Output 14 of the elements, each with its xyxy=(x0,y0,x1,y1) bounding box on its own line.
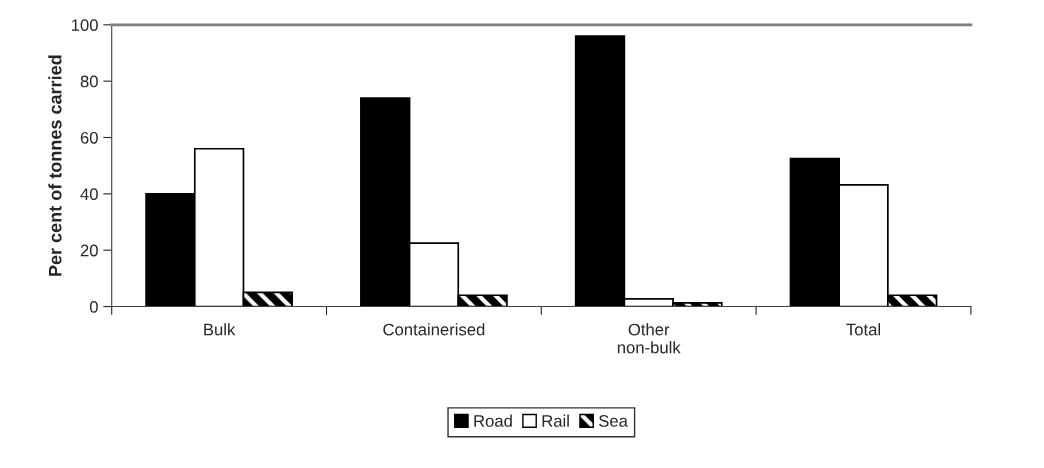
y-tick-label: 60 xyxy=(80,131,98,144)
x-tick-label: Other non-bulk xyxy=(617,323,681,354)
x-tick-label: Total xyxy=(846,323,880,336)
y-tick-label: 40 xyxy=(80,188,98,201)
y-tick-label: 80 xyxy=(80,75,98,88)
y-tick-label: 100 xyxy=(71,19,98,32)
legend-label: Road xyxy=(474,414,512,427)
y-tick-label: 20 xyxy=(80,244,98,257)
y-axis-title: Per cent of tonnes carried xyxy=(48,55,62,276)
legend-label: Rail xyxy=(542,414,569,427)
legend-label: Sea xyxy=(599,415,628,427)
x-tick-label: Bulk xyxy=(204,323,236,336)
y-tick-label: 0 xyxy=(89,300,98,313)
x-tick-label: Containerised xyxy=(383,323,485,336)
